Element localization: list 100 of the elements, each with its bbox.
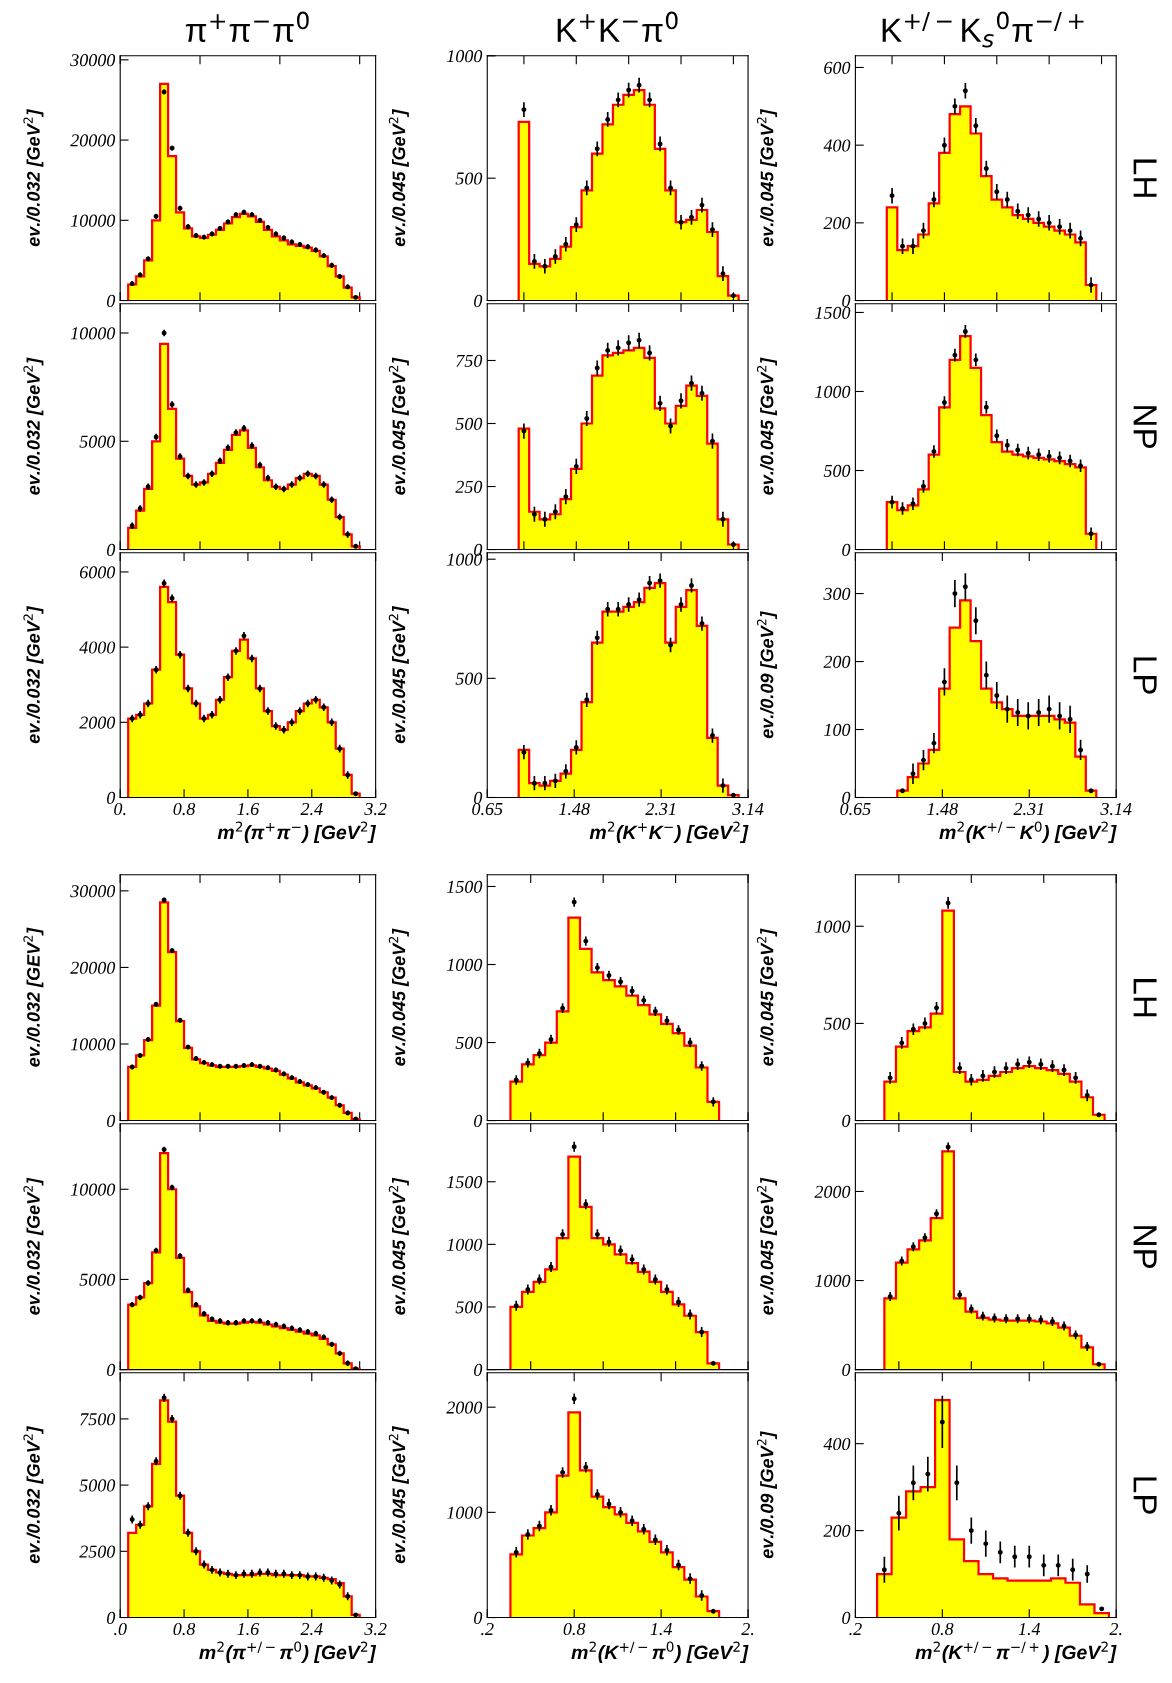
y-tick-label: 0 [107, 1114, 116, 1128]
y2-axis-title: LH [1133, 979, 1157, 1017]
y-tick-label: 600 [824, 61, 851, 74]
y-axis-title: ev./0.045 [GeV$^{2}$] [756, 928, 777, 1066]
y-tick-label: 5000 [79, 1273, 116, 1286]
y-axis-title: ev./0.045 [GeV$^{2}$] [388, 1426, 409, 1564]
y2-axis-title: NP [1133, 406, 1157, 449]
y-tick-label: 2500 [79, 1545, 116, 1558]
x-tick-label: 1.48 [559, 802, 590, 816]
y2-axis-title: NP [1133, 1226, 1157, 1269]
x-tick-label: 3.2 [364, 1622, 387, 1636]
text: m$^{2}$(K$^{+}$K$^{−}$) [GeV$^{2}$] [589, 821, 749, 844]
y-tick-label: 10000 [70, 214, 116, 227]
y-tick-label: 10000 [70, 1183, 116, 1196]
x-tick-label: .2 [481, 1622, 494, 1636]
y-axis-title: ev./0.032 [GeV$^{2}$] [23, 1426, 44, 1564]
x-tick-label: 2. [741, 1622, 754, 1636]
x-tick-label: 0.8 [563, 1622, 586, 1636]
y-tick-label: 500 [823, 464, 851, 477]
x-tick-label: 3.14 [732, 802, 764, 816]
y-tick-label: 500 [455, 417, 483, 430]
y-tick-label: 0 [474, 791, 483, 804]
y-tick-label: 1000 [446, 1238, 483, 1251]
y-axis-title: ev./0.09 [GeV$^{2}$] [756, 611, 777, 739]
y-tick-label: 200 [823, 1524, 851, 1538]
y-tick-label: 0 [107, 294, 116, 307]
x-tick-label: 3.2 [364, 802, 387, 816]
x-tick-label: 1.6 [237, 1622, 260, 1636]
x-tick-label: 0.65 [840, 802, 871, 816]
y-tick-label: 0 [842, 1363, 851, 1377]
y-tick-label: 0 [842, 543, 851, 556]
y-tick-label: 20000 [70, 961, 116, 974]
y-axis-title: ev./0.045 [GeV$^{2}$] [756, 1177, 777, 1315]
y-tick-label: 1000 [446, 1506, 483, 1519]
y-tick-label: 1000 [815, 920, 851, 933]
y-axis-title: ev./0.045 [GeV$^{2}$] [756, 109, 777, 247]
y-tick-label: 1500 [815, 306, 851, 319]
y-tick-label: 0 [107, 543, 116, 556]
x-tick-label: 0.65 [472, 802, 503, 816]
y-axis-title: ev./0.045 [GeV$^{2}$] [388, 109, 409, 247]
y-tick-label: 200 [823, 655, 851, 668]
x-tick-label: .2 [849, 1622, 862, 1636]
y2-axis-title: LP [1133, 1477, 1157, 1514]
y-tick-label: 0 [107, 1611, 116, 1624]
y-axis-title: ev./0.09 [GeV$^{2}$] [756, 1431, 777, 1559]
y-tick-label: 100 [824, 723, 851, 736]
y-axis-title: ev./0.032 [GeV$^{2}$] [23, 1177, 44, 1315]
x-tick-label: 0.8 [173, 802, 196, 816]
x-tick-label: 1.48 [927, 802, 958, 816]
x-tick-label: 2. [1109, 1622, 1122, 1636]
y-tick-label: 500 [455, 1301, 483, 1314]
x-tick-label: 1.4 [1018, 1623, 1041, 1636]
y-tick-label: 1000 [815, 1274, 851, 1287]
y-axis-title: ev./0.032 [GeV$^{2}$] [23, 357, 44, 495]
y-tick-label: 0 [474, 1611, 483, 1624]
y-tick-label: 300 [823, 587, 851, 600]
y-tick-label: 750 [456, 354, 483, 367]
x-tick-label: 1.4 [650, 1623, 673, 1636]
y-axis-title: ev./0.032 [GeV$^{2}$] [23, 109, 44, 247]
x-tick-label: 1.6 [237, 802, 260, 816]
y-tick-label: 30000 [70, 885, 116, 898]
y-tick-label: 5000 [79, 435, 116, 448]
y-tick-label: 7500 [80, 1413, 116, 1426]
chart-title: K$^{+/−}$K$_{s}$$^{0}$π$^{−/+}$ [882, 11, 1084, 48]
y-tick-label: 0 [842, 1114, 851, 1128]
y-tick-label: 500 [455, 172, 483, 185]
y-tick-label: 20000 [70, 134, 116, 147]
y-tick-label: 1500 [446, 1176, 483, 1189]
y-tick-label: 0 [842, 791, 851, 804]
x-tick-label: 2.4 [300, 1622, 323, 1636]
y-tick-label: 400 [823, 1437, 851, 1451]
x-tick-label: 3.14 [1100, 802, 1132, 816]
x-tick-label: 0. [114, 802, 126, 816]
x-tick-label: 2.4 [300, 802, 323, 816]
chart-title: π$^{+}$π$^{−}$π$^{0}$ [185, 11, 309, 42]
y-tick-label: 10000 [70, 327, 116, 340]
chart-title: K$^{+}$K$^{−}$π$^{0}$ [557, 11, 678, 42]
y-tick-label: 1500 [446, 880, 483, 893]
y-tick-label: 30000 [70, 54, 116, 67]
y-axis-title: ev./0.045 [GeV$^{2}$] [388, 357, 409, 495]
y-tick-label: 250 [455, 480, 483, 493]
y-tick-label: 2000 [446, 1401, 483, 1414]
y-axis-title: ev./0.045 [GeV$^{2}$] [388, 606, 409, 744]
y-tick-label: 2000 [814, 1185, 851, 1198]
x-tick-label: 2.31 [645, 802, 675, 816]
y-tick-label: 10000 [70, 1038, 116, 1051]
x-tick-label: 0.8 [173, 1622, 196, 1636]
y-tick-label: 0 [107, 791, 116, 804]
y-tick-label: 1000 [446, 50, 483, 63]
x-tick-label: 0.8 [931, 1622, 954, 1636]
y-tick-label: 0 [842, 294, 851, 307]
text: m$^{2}$(K$^{+/−}$π$^{−/+}$) [GeV$^{2}$] [915, 1641, 1117, 1664]
y-tick-label: 1000 [815, 385, 851, 398]
y-tick-label: 500 [823, 1017, 851, 1030]
y-tick-label: 0 [107, 1363, 116, 1377]
y-axis-title: ev./0.045 [GeV$^{2}$] [388, 928, 409, 1066]
y-tick-label: 2000 [79, 716, 116, 729]
y-tick-label: 6000 [79, 566, 116, 579]
x-tick-label: 2.31 [1013, 802, 1044, 816]
y-tick-label: 4000 [79, 641, 116, 654]
